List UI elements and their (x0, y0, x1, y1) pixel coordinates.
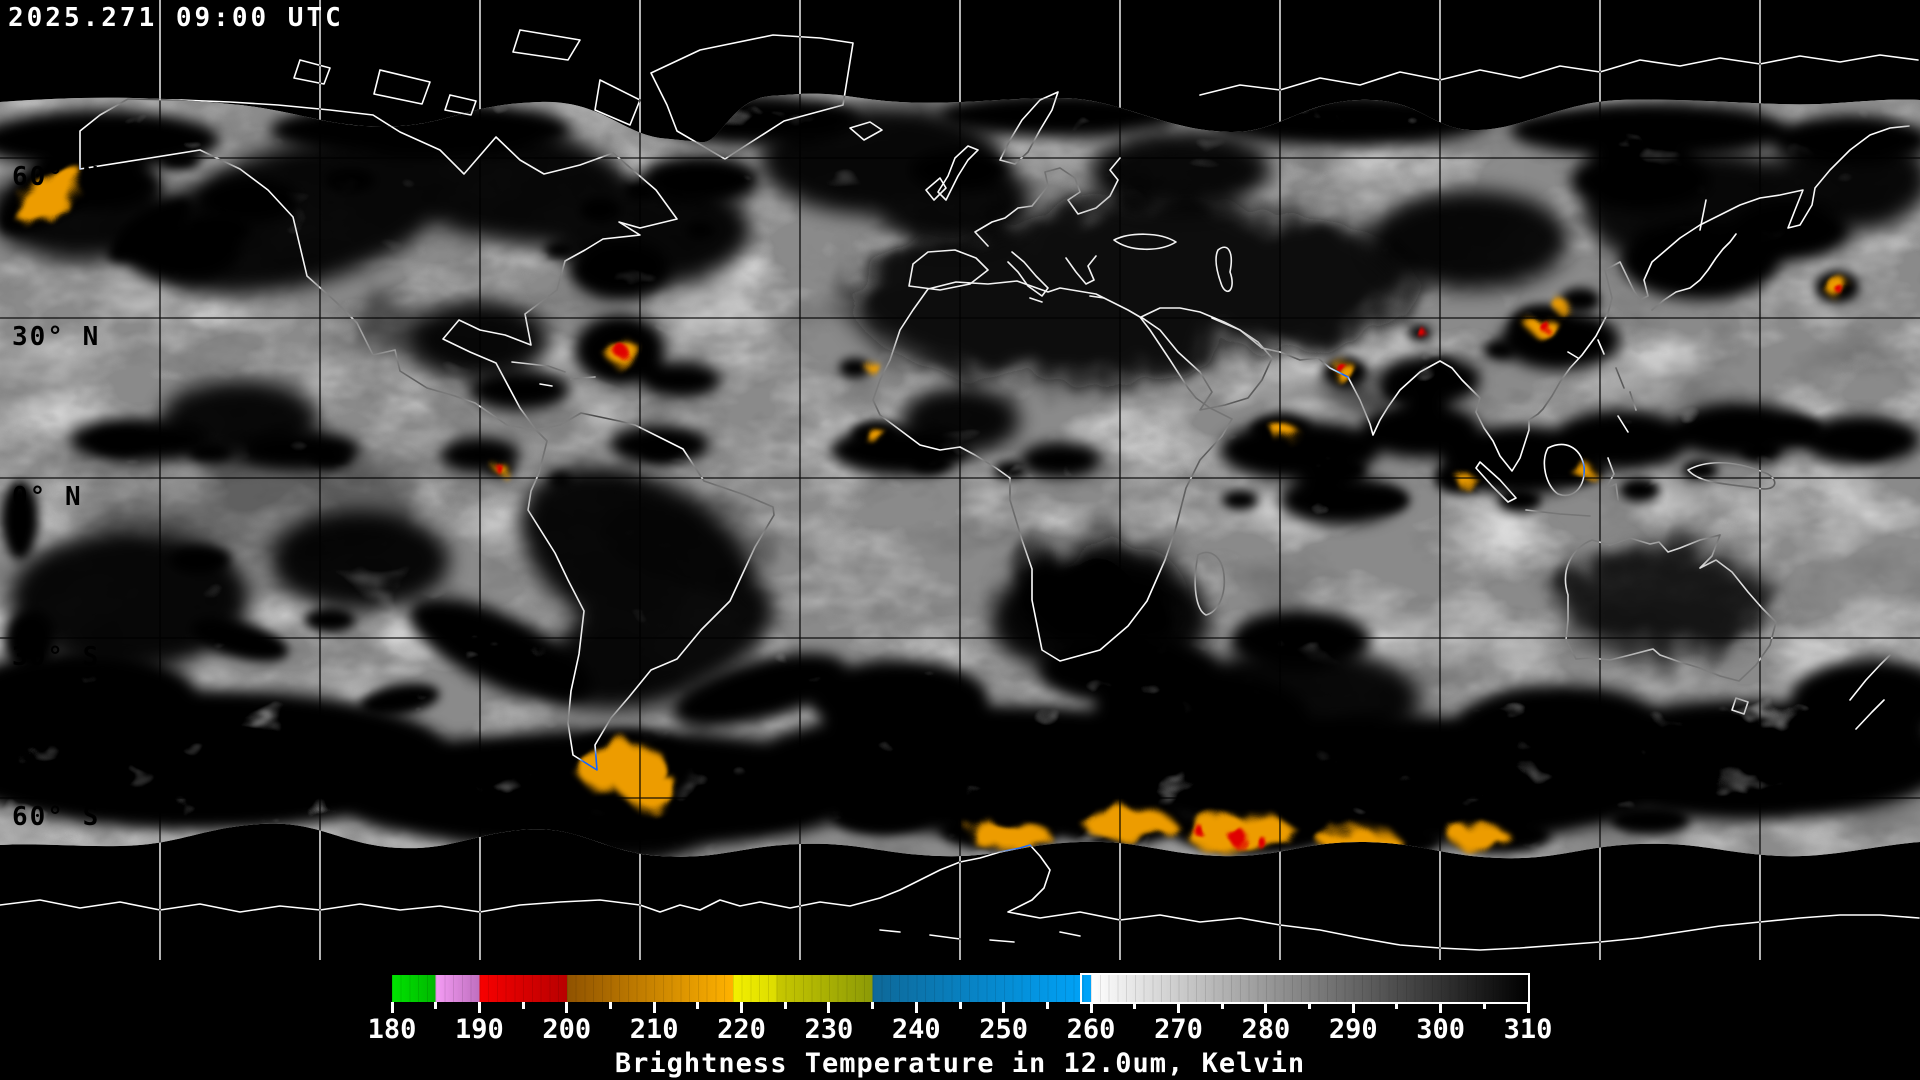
world-map: 2025.271 09:00 UTC 60° N 30° N 0° N 30° S 60… (0, 0, 1920, 960)
colorbar-tick (652, 1002, 656, 1013)
colorbar-tick-label: 220 (717, 1014, 766, 1045)
colorbar-tick (477, 1002, 481, 1013)
colorbar-tick (1133, 1002, 1137, 1009)
colorbar-tick (1002, 1002, 1006, 1013)
colorbar-tick (696, 1002, 700, 1009)
cold-clouds-red (497, 284, 1842, 848)
colorbar-tick (390, 1002, 394, 1013)
colorbar-tick (1176, 1002, 1180, 1013)
grid-lines (0, 93, 1920, 859)
colorbar-tick-label: 260 (1066, 1014, 1116, 1045)
colorbar-tick-label: 310 (1503, 1014, 1553, 1045)
colorbar-tick (740, 1002, 744, 1013)
colorbar-tick-label: 250 (979, 1014, 1029, 1045)
colorbar-tick-label: 180 (367, 1014, 417, 1045)
colorbar-tick (521, 1002, 525, 1009)
colorbar-tick (1526, 1002, 1530, 1013)
colorbar-tick (608, 1002, 612, 1009)
colorbar-tick-label: 230 (804, 1014, 854, 1045)
colorbar-tick (827, 1002, 831, 1013)
colorbar-tick-label: 290 (1328, 1014, 1378, 1045)
colorbar-tick (1264, 1002, 1268, 1013)
latitude-label: 30° S (12, 642, 101, 672)
cold-clouds-orange (15, 168, 1850, 856)
colorbar-tick (1308, 1002, 1312, 1009)
colorbar-tick-label: 210 (629, 1014, 679, 1045)
colorbar-tick-label: 190 (454, 1014, 504, 1045)
coastlines-overlay (0, 29, 1920, 951)
colorbar-tick-label: 240 (891, 1014, 941, 1045)
colorbar-tick (914, 1002, 918, 1013)
colorbar-caption: Brightness Temperature in 12.0um, Kelvin (614, 1048, 1306, 1079)
colorbar-tick-label: 200 (542, 1014, 592, 1045)
colorbar-tick (1089, 1002, 1093, 1013)
colorbar-tick (1439, 1002, 1443, 1013)
latitude-label: 60° N (12, 162, 101, 192)
colorbar-tick (1482, 1002, 1486, 1009)
colorbar-tick (1220, 1002, 1224, 1009)
latitude-label: 0° N (12, 482, 83, 512)
colorbar-tick (1045, 1002, 1049, 1009)
colorbar-tick (958, 1002, 962, 1009)
colorbar-legend: 180 190 200 210 220 230 240 250 260 270 280 290 300 3… (0, 960, 1920, 1080)
colorbar-tick-label: 300 (1416, 1014, 1465, 1045)
latitude-label: 30° N (12, 322, 101, 352)
colorbar (392, 975, 1528, 1002)
colorbar-tick (1351, 1002, 1355, 1013)
colorbar-tick (871, 1002, 875, 1009)
colorbar-tick-label: 270 (1154, 1014, 1203, 1045)
colorbar-tick-label: 280 (1241, 1014, 1291, 1045)
colorbar-tick (783, 1002, 787, 1009)
timestamp-label: 2025.271 09:00 UTC (8, 3, 344, 33)
colorbar-tick (434, 1002, 438, 1009)
colorbar-tick (565, 1002, 569, 1013)
colorbar-tick (1395, 1002, 1399, 1009)
satellite-imagery (0, 0, 1920, 960)
latitude-label: 60° S (12, 802, 101, 832)
